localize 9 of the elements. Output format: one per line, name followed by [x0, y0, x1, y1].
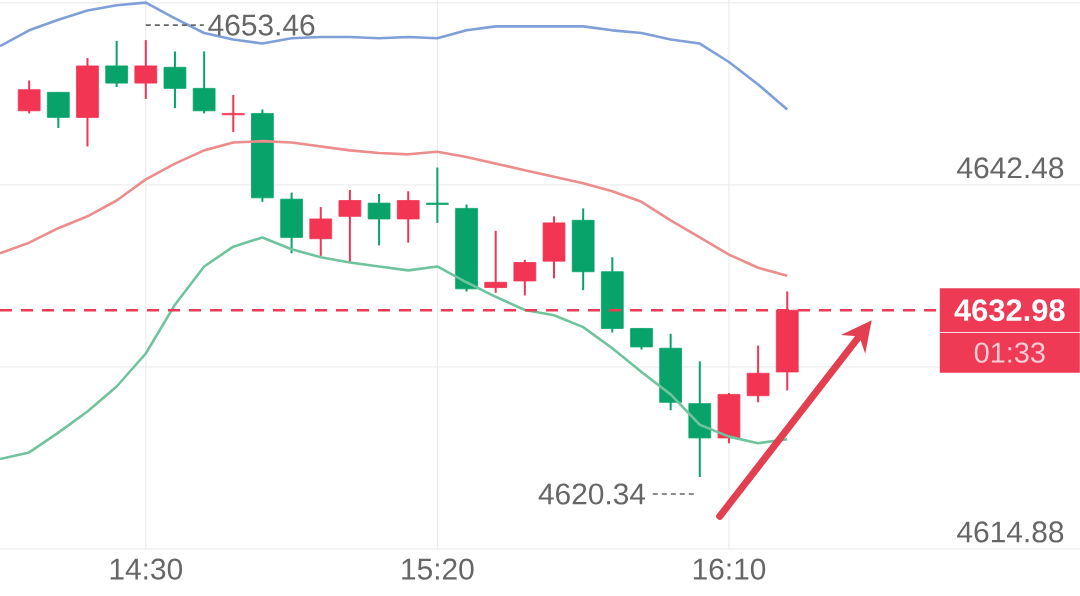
y-tick-label: 4642.48: [957, 157, 1064, 179]
x-tick-label: 15:20: [402, 558, 474, 580]
y-tick-label: 4614.88: [957, 521, 1064, 543]
annotation: 4620.34: [538, 483, 646, 505]
annotation: 4653.46: [208, 14, 315, 36]
x-tick-label: 14:30: [110, 558, 183, 580]
annotation: 01:33: [974, 342, 1045, 363]
ref-line-label: 4632.98: [954, 299, 1065, 322]
x-tick-label: 16:10: [693, 558, 766, 580]
